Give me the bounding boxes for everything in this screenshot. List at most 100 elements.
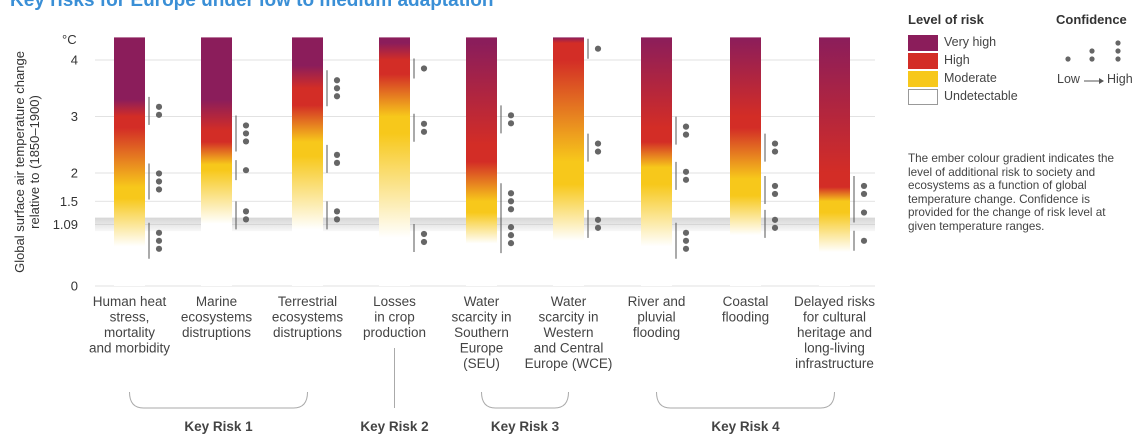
confidence-low-label: Low (1057, 72, 1080, 86)
confidence-dot (860, 182, 868, 190)
ember-bar (114, 37, 145, 287)
confidence-dot (155, 245, 163, 252)
ember-bar (819, 37, 850, 287)
category-label: flooding (722, 310, 769, 325)
confidence-dot (333, 159, 341, 166)
group-label: Key Risk 3 (491, 419, 560, 434)
confidence-dot (507, 232, 515, 239)
category-label: Southern (454, 325, 509, 340)
confidence-dot (155, 103, 163, 110)
category-label: heritage and (797, 325, 872, 340)
confidence-dot (771, 224, 779, 231)
confidence-dot (594, 224, 602, 231)
category-label: and Central (534, 341, 604, 356)
category-label: River and (628, 294, 686, 309)
confidence-dot (242, 122, 250, 129)
confidence-dot (155, 111, 163, 118)
confidence-dot (771, 190, 779, 198)
category-label: mortality (104, 325, 155, 340)
confidence-dot (420, 120, 428, 127)
confidence-dot (242, 208, 250, 215)
ember-bar (292, 37, 323, 287)
category-label: (SEU) (463, 356, 500, 371)
ember-bar (641, 37, 672, 287)
group-label: Key Risk 4 (711, 419, 780, 434)
key-risk-groups: Key Risk 1 Key Risk 2 Key Risk 3 Key Risk 4 (129, 348, 835, 434)
confidence-dot (420, 128, 428, 135)
category-label: distruptions (182, 325, 251, 340)
category-label: Coastal (723, 294, 769, 309)
confidence-dot (155, 170, 163, 177)
confidence-dot (860, 237, 868, 244)
confidence-dot (860, 209, 868, 216)
confidence-dot (771, 140, 779, 147)
category-label: scarcity in (538, 310, 598, 325)
category-label: Human heat (93, 294, 167, 309)
confidence-dot (242, 167, 250, 174)
category-label: ecosystems (181, 310, 253, 325)
legend-label-high: High (944, 53, 970, 67)
category-label: Water (551, 294, 587, 309)
legend-confidence-title: Confidence (1056, 12, 1127, 27)
legend-swatch-high (908, 53, 938, 69)
category-label: Terrestrial (278, 294, 337, 309)
legend-label-very-high: Very high (944, 35, 997, 49)
confidence-dot (333, 151, 341, 158)
ember-bar (466, 37, 497, 287)
confidence-dot (242, 130, 250, 137)
confidence-dot (682, 229, 690, 236)
group-label: Key Risk 2 (360, 419, 428, 434)
ember-bar (730, 37, 761, 287)
y-tick-label: 4 (71, 53, 78, 68)
y-unit-label: °C (62, 32, 77, 47)
confidence-dots-icon (1065, 40, 1121, 62)
category-label: scarcity in (451, 310, 511, 325)
category-label: pluvial (637, 310, 675, 325)
confidence-dot (594, 140, 602, 147)
confidence-dot (420, 65, 428, 72)
embers (114, 37, 850, 287)
confidence-dot (507, 198, 515, 205)
confidence-dot (155, 237, 163, 244)
confidence-dot (333, 77, 341, 84)
confidence-dot (682, 237, 690, 244)
y-tick-label: 1.09 (53, 217, 78, 232)
confidence-dot (155, 229, 163, 236)
confidence-dot (682, 123, 690, 130)
group-bracket (656, 391, 835, 409)
confidence-dot (155, 178, 163, 185)
confidence-dot (682, 168, 690, 175)
y-axis-title: relative to (1850–1900) (27, 95, 42, 229)
confidence-dot (682, 176, 690, 183)
category-label: ecosystems (272, 310, 344, 325)
confidence-dot (507, 240, 515, 247)
confidence-dot (420, 230, 428, 238)
category-label: Losses (373, 294, 416, 309)
confidence-dot (507, 190, 515, 197)
group-bracket (481, 391, 569, 409)
category-label: Delayed risks (794, 294, 875, 309)
ember-bar (553, 37, 584, 287)
confidence-dot (242, 138, 250, 145)
confidence-high-label: High (1107, 72, 1133, 86)
legend-swatch-moderate (908, 71, 938, 87)
category-label: infrastructure (795, 356, 874, 371)
ember-bar (201, 37, 232, 287)
legend-swatch-undetectable (908, 89, 938, 105)
y-tick-label: 2 (71, 166, 78, 181)
confidence-dot (771, 216, 779, 223)
group-label: Key Risk 1 (184, 419, 253, 434)
confidence-dot (507, 120, 515, 127)
category-label: stress, (110, 310, 150, 325)
legend-level-title: Level of risk (908, 12, 984, 27)
category-label: distruptions (273, 325, 342, 340)
category-label: Europe (WCE) (525, 356, 613, 371)
y-tick-label: 3 (71, 109, 78, 124)
y-axis-title: Global surface air temperature change (12, 51, 27, 273)
legend-label-undetectable: Undetectable (944, 89, 1018, 103)
legend-swatch-very-high (908, 35, 938, 51)
confidence-dot (420, 238, 428, 246)
legend-note: The ember colour gradient indicates the … (908, 152, 1114, 233)
confidence-markers (148, 38, 868, 259)
confidence-dot (333, 208, 341, 215)
